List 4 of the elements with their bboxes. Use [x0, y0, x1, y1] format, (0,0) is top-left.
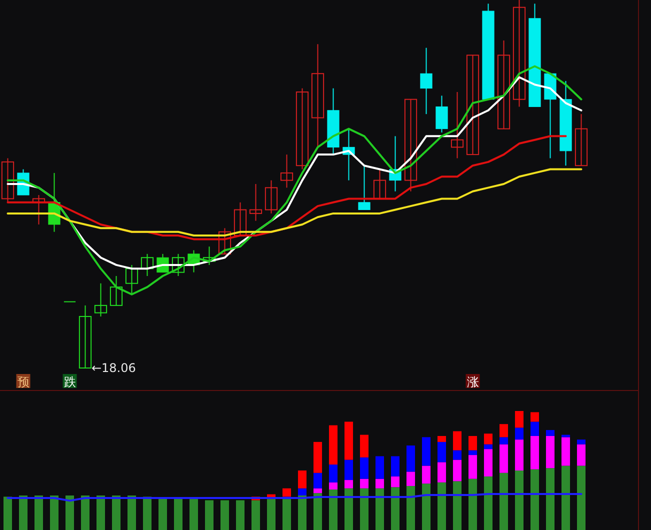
annotation: ←18.06	[91, 361, 136, 375]
annotation: 跌	[62, 374, 77, 389]
annotation: 预	[16, 374, 30, 389]
annotation: 涨	[466, 374, 480, 389]
